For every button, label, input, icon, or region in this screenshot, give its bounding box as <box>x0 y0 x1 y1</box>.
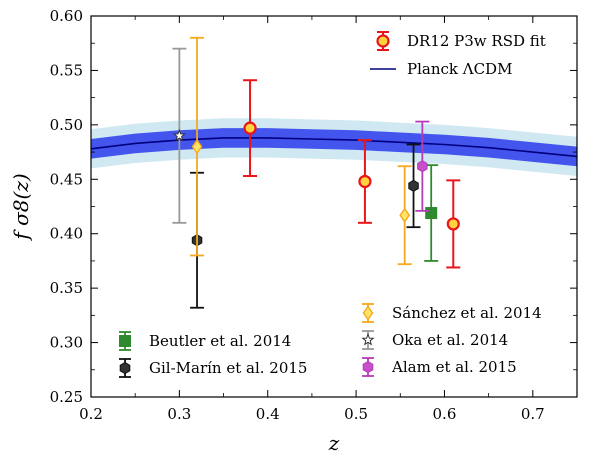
data-point-alam-et-al-2015-0 <box>417 160 428 173</box>
legend-entry-alam-et-al-2015: Alam et al. 2015 <box>362 357 517 377</box>
x-tick-label: 0.7 <box>521 405 545 423</box>
x-tick-label: 0.6 <box>433 405 457 423</box>
y-tick-label: 0.50 <box>50 116 83 134</box>
legend-label: Planck ΛCDM <box>407 60 512 78</box>
model-band-inner <box>91 128 577 167</box>
data-point-gil-marin-et-al-2015-1 <box>408 179 419 192</box>
model-line <box>91 137 577 158</box>
series-oka-et-al-2014 <box>172 47 187 224</box>
x-tick-label: 0.4 <box>256 405 280 423</box>
x-tick-label: 0.3 <box>167 405 191 423</box>
x-axis-label: z <box>328 431 340 455</box>
model-band-group <box>91 118 577 176</box>
series-alam-et-al-2015 <box>415 120 430 212</box>
y-tick-label: 0.55 <box>50 61 83 79</box>
legend-label: DR12 P3w RSD fit <box>407 32 546 50</box>
series-gil-marin-et-al-2015 <box>190 143 421 309</box>
data-point-oka-et-al-2014-0 <box>172 128 186 142</box>
legend-marker <box>119 335 131 347</box>
legend-entry-planck-cdm: Planck ΛCDM <box>370 60 512 78</box>
legend-entry-oka-et-al-2014: Oka et al. 2014 <box>361 330 508 350</box>
legend-label: Gil-Marín et al. 2015 <box>149 359 307 377</box>
series-beutler-et-al-2014 <box>424 164 439 262</box>
legend-entry-beutler-et-al-2014: Beutler et al. 2014 <box>119 331 291 351</box>
legend-label: Beutler et al. 2014 <box>149 332 291 350</box>
data-point-beutler-et-al-2014-0 <box>425 207 438 220</box>
legend-marker <box>362 360 374 374</box>
y-tick-label: 0.30 <box>50 334 83 352</box>
legend-label: Oka et al. 2014 <box>392 331 508 349</box>
legend-label: Alam et al. 2015 <box>391 358 517 376</box>
y-tick-label: 0.35 <box>50 279 83 297</box>
series-sanchez-et-al-2014 <box>190 36 412 266</box>
data-point-dr12-p3w-rsd-fit-2 <box>446 217 460 231</box>
legend-marker <box>362 305 374 321</box>
data-point-dr12-p3w-rsd-fit-1 <box>358 174 372 189</box>
legend-entry-gil-marin-et-al-2015: Gil-Marín et al. 2015 <box>119 358 307 378</box>
data-point-sanchez-et-al-2014-1 <box>399 207 411 223</box>
legend-entry-sanchez-et-al-2014: Sánchez et al. 2014 <box>362 303 542 323</box>
legend-entry-dr12-p3w-rsd-fit: DR12 P3w RSD fit <box>376 31 546 51</box>
y-tick-label: 0.60 <box>50 7 83 25</box>
data-point-sanchez-et-al-2014-0 <box>191 138 203 155</box>
legend-marker <box>376 34 390 48</box>
series-dr12-p3w-rsd-fit <box>243 79 461 269</box>
y-tick-label: 0.40 <box>50 225 83 243</box>
y-tick-label: 0.45 <box>50 170 83 188</box>
y-tick-label: 0.25 <box>50 388 83 406</box>
x-tick-label: 0.5 <box>344 405 368 423</box>
x-tick-label: 0.2 <box>79 405 103 423</box>
legend-label: Sánchez et al. 2014 <box>392 304 542 322</box>
y-axis-label: f σ8(z) <box>9 173 33 241</box>
legend-marker <box>361 333 375 346</box>
legend-marker <box>119 361 131 375</box>
data-point-dr12-p3w-rsd-fit-0 <box>243 121 257 135</box>
